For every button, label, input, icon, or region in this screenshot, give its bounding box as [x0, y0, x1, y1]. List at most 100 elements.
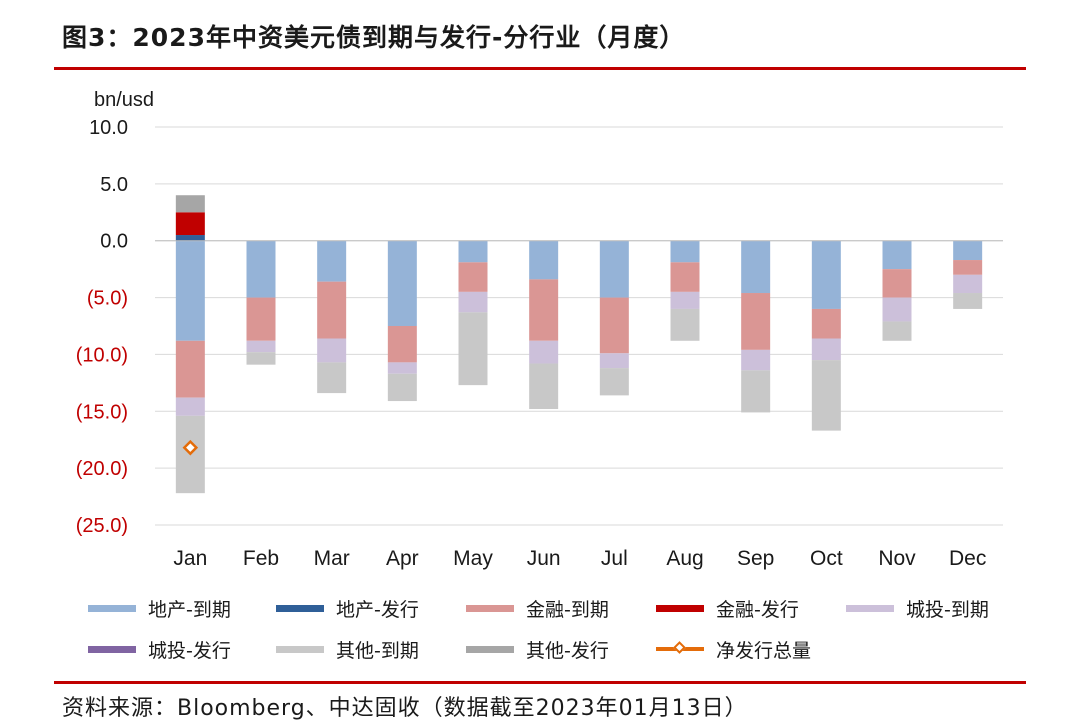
legend-label: 金融-发行	[716, 598, 799, 621]
legend-item: 其他-到期	[276, 635, 419, 663]
legend-item: 净发行总量	[656, 635, 811, 663]
x-tick-label: Jun	[527, 547, 561, 570]
bar-jan-series-2	[175, 340, 205, 398]
bar-jan-series-1	[175, 235, 205, 241]
bar-nov-series-0	[882, 240, 912, 270]
y-tick-label: 5.0	[100, 174, 128, 196]
bar-jun-series-6	[529, 363, 559, 410]
bar-jun-series-2	[529, 279, 559, 341]
x-tick-label: May	[453, 547, 493, 570]
bar-aug-series-6	[670, 308, 700, 341]
bar-nov-series-2	[882, 269, 912, 298]
bar-jun-series-0	[529, 240, 559, 280]
legend-swatch	[656, 604, 704, 612]
bar-may-series-2	[458, 262, 488, 292]
legend-item: 城投-到期	[846, 594, 989, 622]
bar-mar-series-2	[317, 281, 347, 339]
legend-label: 地产-发行	[336, 598, 419, 621]
x-tick-label: Feb	[243, 547, 279, 570]
bar-apr-series-6	[387, 373, 417, 402]
bar-jul-series-6	[599, 368, 629, 396]
stacked-bar-chart: 10.0 5.0 0.0 (5.0) (10.0) (15.0) (20.0) (25.0) b…	[76, 89, 1003, 570]
chart-title: 图3：2023年中资美元债到期与发行-分行业（月度）	[62, 23, 686, 52]
x-tick-label: Nov	[878, 547, 916, 570]
title-divider	[54, 67, 1026, 70]
bar-feb-series-0	[246, 240, 276, 298]
legend-swatch	[88, 604, 136, 612]
legend-label: 其他-发行	[526, 639, 609, 662]
y-tick-label: 10.0	[89, 117, 128, 139]
bar-apr-series-0	[387, 240, 417, 326]
bar-dec-series-4	[953, 274, 983, 294]
y-tick-label: (15.0)	[76, 401, 128, 423]
net-issuance-marker	[182, 439, 199, 456]
source-note: 资料来源：Bloomberg、中达固收（数据截至2023年01月13日）	[62, 696, 748, 721]
legend-item: 地产-到期	[88, 594, 231, 622]
bar-may-series-6	[458, 312, 488, 386]
y-tick-label: (20.0)	[76, 458, 128, 480]
bar-feb-series-4	[246, 340, 276, 353]
bar-mar-series-4	[317, 338, 347, 363]
bar-may-series-0	[458, 240, 488, 263]
y-unit-label: bn/usd	[94, 89, 154, 111]
bar-sep-series-0	[741, 240, 771, 294]
bar-aug-series-2	[670, 262, 700, 292]
bar-oct-series-2	[811, 308, 841, 339]
bar-nov-series-6	[882, 321, 912, 341]
legend: 地产-到期 地产-发行 金融-到期 金融-发行 城投-到期城投-发行 其他-到期 其他-发行…	[88, 594, 1048, 674]
x-tick-label: Aug	[666, 547, 703, 570]
bar-oct-series-0	[811, 240, 841, 309]
bar-aug-series-4	[670, 291, 700, 309]
legend-item: 地产-发行	[276, 594, 419, 622]
bar-jul-series-2	[599, 297, 629, 354]
bar-sep-series-6	[741, 370, 771, 413]
bar-dec-series-0	[953, 240, 983, 261]
bar-jan-series-0	[175, 240, 205, 341]
legend-swatch	[88, 645, 136, 653]
bar-mar-series-0	[317, 240, 347, 282]
bar-feb-series-2	[246, 297, 276, 341]
legend-item: 金融-发行	[656, 594, 799, 622]
bar-jul-series-4	[599, 353, 629, 369]
legend-label: 金融-到期	[526, 598, 609, 621]
bar-jan-series-3	[175, 212, 205, 236]
x-tick-label: Mar	[314, 547, 350, 570]
bar-jun-series-4	[529, 340, 559, 364]
legend-label: 城投-到期	[906, 598, 989, 621]
legend-swatch	[276, 604, 324, 612]
bar-apr-series-4	[387, 362, 417, 374]
y-tick-label: (5.0)	[87, 288, 128, 310]
x-tick-label: Oct	[810, 547, 843, 570]
bar-dec-series-2	[953, 260, 983, 275]
bar-oct-series-6	[811, 360, 841, 431]
x-tick-label: Sep	[737, 547, 774, 570]
bar-nov-series-4	[882, 297, 912, 322]
bar-dec-series-6	[953, 293, 983, 309]
bar-may-series-4	[458, 291, 488, 313]
legend-diamond-marker	[673, 641, 686, 654]
bar-mar-series-6	[317, 362, 347, 394]
legend-item: 金融-到期	[466, 594, 609, 622]
source-divider	[54, 681, 1026, 684]
y-tick-label: 0.0	[100, 231, 128, 253]
legend-item: 其他-发行	[466, 635, 609, 663]
legend-swatch	[846, 604, 894, 612]
x-tick-label: Jan	[173, 547, 207, 570]
legend-swatch	[466, 645, 514, 653]
legend-swatch	[466, 604, 514, 612]
bar-jan-series-7	[175, 195, 205, 213]
bar-aug-series-0	[670, 240, 700, 263]
legend-swatch	[276, 645, 324, 653]
legend-label: 其他-到期	[336, 639, 419, 662]
bar-sep-series-2	[741, 293, 771, 350]
legend-label: 净发行总量	[716, 639, 812, 662]
legend-label: 城投-发行	[148, 639, 231, 662]
bar-feb-series-6	[246, 352, 276, 365]
bar-jan-series-4	[175, 397, 205, 416]
bar-sep-series-4	[741, 349, 771, 371]
x-tick-label: Apr	[386, 547, 419, 570]
legend-item: 城投-发行	[88, 635, 231, 663]
x-tick-label: Jul	[601, 547, 628, 570]
y-tick-label: (10.0)	[76, 344, 128, 366]
x-tick-label: Dec	[949, 547, 986, 570]
